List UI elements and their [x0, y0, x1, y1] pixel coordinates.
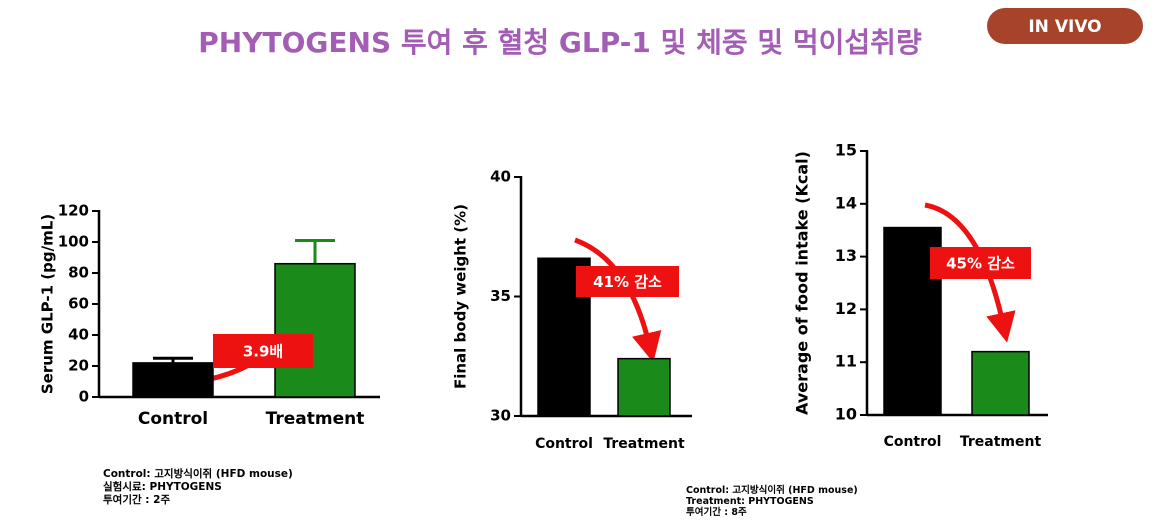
bar [617, 357, 671, 417]
x-tick-label: Control [884, 434, 942, 450]
annotation-box [930, 247, 1031, 279]
badge-text: IN VIVO [1028, 17, 1101, 37]
y-axis-label: Serum GLP-1 (pg/mL) [39, 214, 57, 394]
annotation-box [213, 334, 313, 368]
y-tick-label: 100 [58, 233, 89, 251]
note: Control: 고지방식이쥐 (HFD mouse) Treatment: PH… [686, 485, 858, 518]
y-tick-label: 40 [490, 168, 511, 186]
y-axis-label: Final body weight (%) [452, 204, 470, 389]
bar [132, 362, 214, 398]
error-bar [295, 238, 335, 264]
x-tick-label: Treatment [266, 409, 365, 429]
annotation: 41% 감소 [593, 273, 662, 291]
y-tick-label: 14 [835, 193, 857, 212]
y-tick-label: 13 [835, 246, 857, 265]
annotation: 3.9배 [243, 343, 283, 361]
badge [987, 8, 1143, 44]
note-line: 투여기간 : 2주 [103, 494, 171, 506]
x-tick-label: Treatment [960, 434, 1042, 450]
bar [537, 257, 591, 417]
note-line: 실험시료: PHYTOGENS [103, 481, 222, 493]
x-tick-label: Control [535, 436, 593, 452]
note: Control: 고지방식이쥐 (HFD mouse) 실험시료: PHYTOGE… [103, 468, 293, 507]
y-tick-label: 120 [58, 202, 89, 220]
bar [274, 262, 356, 398]
y-tick-label: 12 [835, 299, 857, 318]
note-line: 투여기간 : 8주 [686, 507, 747, 518]
annotation: 45% 감소 [946, 255, 1015, 273]
y-tick-label: 60 [68, 295, 89, 313]
y-tick-label: 80 [68, 264, 89, 282]
y-tick-label: 10 [835, 405, 857, 424]
x-tick-label: Treatment [603, 436, 685, 452]
bar [971, 350, 1030, 416]
y-tick-label: 15 [835, 141, 857, 160]
y-tick-label: 11 [835, 352, 857, 371]
annotation-box [576, 266, 679, 297]
y-tick-label: 20 [68, 357, 89, 375]
note-line: Control: 고지방식이쥐 (HFD mouse) [103, 468, 293, 480]
arrow [924, 202, 1016, 343]
x-tick-label: Control [138, 409, 208, 429]
note-line: Control: 고지방식이쥐 (HFD mouse) [686, 485, 858, 496]
y-axis-label: Average of food intake (Kcal) [793, 151, 812, 415]
note-line: Treatment: PHYTOGENS [686, 496, 814, 507]
y-tick-label: 35 [490, 287, 511, 305]
y-tick-label: 40 [68, 326, 89, 344]
error-bar [153, 356, 193, 363]
page-title: PHYTOGENS 투여 후 혈청 GLP-1 및 체중 및 먹이섭취량 [198, 26, 922, 59]
y-tick-label: 30 [490, 407, 511, 425]
y-tick-label: 0 [79, 388, 89, 406]
